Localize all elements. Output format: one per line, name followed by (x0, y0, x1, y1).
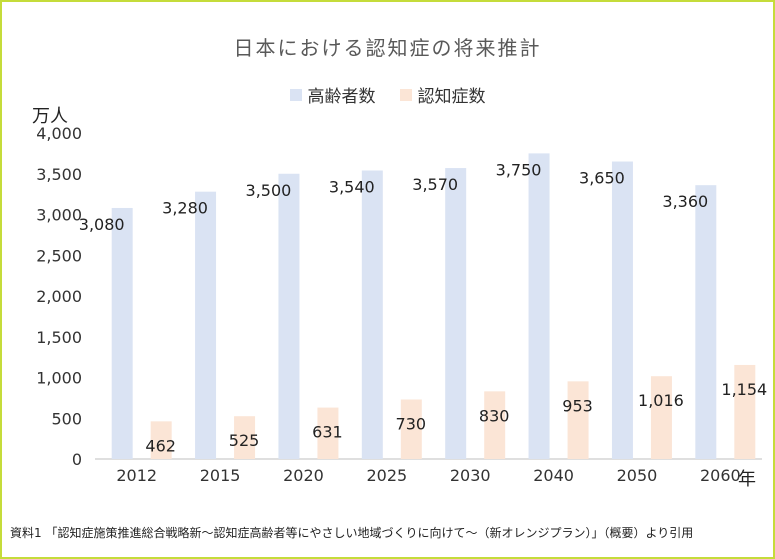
data-label-elderly: 3,540 (329, 177, 375, 196)
y-tick-label: 4,000 (36, 124, 82, 143)
data-label-elderly: 3,280 (162, 199, 208, 218)
y-axis-unit-label: 万人 (32, 106, 68, 127)
bar-dementia (234, 416, 256, 459)
legend-item-elderly: 高齢者数 (289, 82, 376, 107)
x-axis-year-suffix: 年 (738, 469, 756, 490)
bar-dementia (484, 391, 506, 459)
data-label-dementia: 830 (479, 406, 510, 425)
x-tick-label: 2040 (533, 466, 574, 485)
legend: 高齢者数 認知症数 (2, 82, 773, 107)
data-label-dementia: 631 (312, 423, 343, 442)
y-tick-label: 2,500 (36, 246, 82, 265)
y-tick-label: 2,000 (36, 287, 82, 306)
bar-elderly (611, 161, 633, 459)
data-label-dementia: 525 (229, 431, 260, 450)
x-tick-label: 2030 (450, 466, 491, 485)
legend-item-dementia: 認知症数 (399, 82, 486, 107)
x-tick-label: 2012 (116, 466, 157, 485)
data-label-dementia: 462 (145, 436, 176, 455)
bar-elderly (361, 170, 383, 460)
y-tick-label: 3,000 (36, 206, 82, 225)
data-label-elderly: 3,570 (412, 175, 458, 194)
source-note: 資料1 「認知症施策推進総合戦略新～認知症高齢者等にやさしい地域づくりに向けて～… (10, 526, 694, 540)
legend-label-elderly: 高齢者数 (307, 87, 376, 107)
y-tick-label: 500 (51, 409, 82, 428)
bar-dementia (734, 364, 756, 459)
x-tick-label: 2020 (283, 466, 324, 485)
legend-label-dementia: 認知症数 (417, 87, 486, 107)
bar-elderly (695, 185, 717, 459)
bar-elderly (195, 191, 217, 459)
x-tick-label: 2015 (200, 466, 241, 485)
bar-dementia (150, 421, 172, 459)
y-tick-label: 1,500 (36, 328, 82, 347)
legend-swatch-elderly (289, 88, 302, 101)
data-label-dementia: 730 (396, 415, 427, 434)
bar-elderly (445, 168, 467, 460)
legend-swatch-dementia (399, 88, 412, 101)
data-label-elderly: 3,080 (79, 215, 125, 234)
bar-chart: 0 500 1,000 1,500 2,000 2,500 3,000 3,500 4,000 3… (36, 124, 767, 485)
data-label-dementia: 1,016 (638, 391, 684, 410)
x-tick-label: 2025 (366, 466, 407, 485)
bar-dementia (317, 407, 339, 459)
data-label-elderly: 3,650 (579, 169, 625, 188)
bar-elderly (278, 173, 300, 459)
bar-dementia (567, 381, 589, 459)
x-tick-label: 2060 (700, 466, 741, 485)
bar-dementia (400, 399, 422, 459)
y-tick-label: 3,500 (36, 165, 82, 184)
data-label-elderly: 3,750 (496, 160, 542, 179)
bar-elderly (528, 153, 550, 459)
y-tick-label: 0 (72, 450, 82, 469)
data-label-elderly: 3,500 (246, 181, 292, 200)
y-tick-label: 1,000 (36, 369, 82, 388)
x-tick-label: 2050 (617, 466, 658, 485)
bar-elderly (111, 207, 133, 459)
data-label-elderly: 3,360 (662, 192, 708, 211)
chart-title: 日本における認知症の将来推計 (233, 36, 542, 60)
bar-dementia (650, 376, 672, 459)
data-label-dementia: 953 (562, 396, 593, 415)
data-label-dementia: 1,154 (721, 380, 767, 399)
